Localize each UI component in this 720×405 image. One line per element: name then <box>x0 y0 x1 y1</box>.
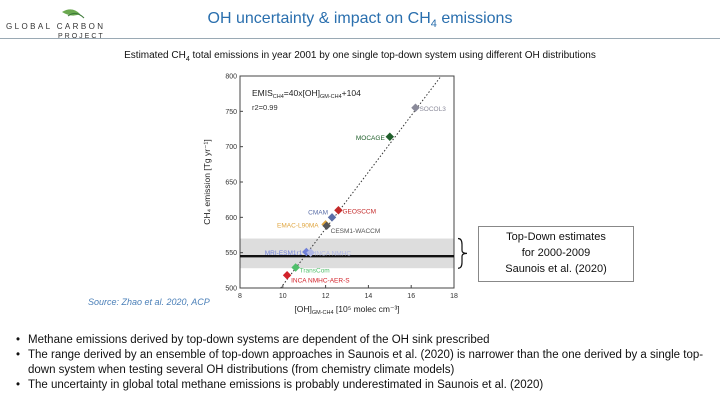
x-tick-label: 10 <box>279 293 287 300</box>
curly-brace <box>457 237 468 269</box>
point-label: INCA NMHC <box>315 251 352 258</box>
fit-r2: r2=0.99 <box>252 103 278 112</box>
point-label: EMAC-L90MA <box>277 222 319 229</box>
bullet-icon: • <box>16 334 21 346</box>
bullet-item: • The range derived by an ensemble of top… <box>16 349 704 376</box>
bullet-icon: • <box>16 379 21 391</box>
data-point <box>291 263 300 272</box>
fit-equation: EMISCH4=40x[OH]GM-CH4+104 <box>252 88 361 100</box>
y-axis-label: CH₄ emission [Tg yr⁻¹] <box>202 139 212 224</box>
logo-line1: GLOBAL CARBON <box>6 22 106 31</box>
point-label: INCA NMHC-AER-S <box>291 277 350 284</box>
x-tick-label: 14 <box>365 293 373 300</box>
bullet-item: • The uncertainty in global total methane… <box>16 379 544 391</box>
y-tick-label: 650 <box>225 180 237 187</box>
point-label: CESM1-WACCM <box>331 228 381 235</box>
x-tick-label: 12 <box>322 293 330 300</box>
chart-subtitle: Estimated CH4 total emissions in year 20… <box>124 50 596 63</box>
source-citation: Source: Zhao et al. 2020, ACP <box>88 297 210 307</box>
logo-leaf-icon <box>62 9 85 19</box>
y-tick-label: 550 <box>225 250 237 257</box>
top-down-estimates-callout: Top-Down estimates for 2000-2009 Saunois… <box>478 226 634 282</box>
x-tick-label: 16 <box>407 293 415 300</box>
data-point <box>411 103 420 113</box>
x-tick-label: 18 <box>450 293 458 300</box>
logo-line2: PROJECT <box>58 33 105 40</box>
estimate-range-band <box>240 238 454 269</box>
page-title: OH uncertainty & impact on CH4 emissions <box>207 10 513 31</box>
point-label: SOCOL3 <box>419 106 446 113</box>
point-label: MRI-ESM1r1 <box>265 250 303 257</box>
global-carbon-project-logo: GLOBAL CARBON PROJECT <box>6 8 134 42</box>
y-tick-label: 500 <box>225 286 237 293</box>
data-point <box>334 206 343 215</box>
regression-line <box>280 75 442 289</box>
bullet-item: • Methane emissions derived by top-down s… <box>16 334 490 346</box>
point-label: CMAM <box>308 209 328 216</box>
point-label: GEOSCCM <box>342 208 376 215</box>
data-point <box>327 213 337 222</box>
x-axis-label: [OH]GM-CH4 [10⁵ molec cm⁻³] <box>294 304 399 316</box>
y-tick-label: 800 <box>225 74 237 81</box>
scatter-chart: 8 10 12 14 16 18 500 550 600 650 700 750 800 EMISCH4=… <box>202 74 468 316</box>
callout-line3: Saunois et al. (2020) <box>505 263 607 275</box>
y-tick-label: 750 <box>225 109 237 116</box>
header-divider <box>0 38 720 39</box>
x-tick-label: 8 <box>238 293 242 300</box>
bullet-icon: • <box>16 349 21 361</box>
point-label: MOCAGE <box>356 135 386 142</box>
y-tick-label: 700 <box>225 144 237 151</box>
callout-line2: for 2000-2009 <box>521 247 591 259</box>
data-point <box>322 221 331 231</box>
callout-line1: Top-Down estimates <box>506 231 606 243</box>
data-point <box>282 271 292 280</box>
y-tick-label: 600 <box>225 215 237 222</box>
data-point <box>385 132 395 142</box>
bullet-list: • Methane emissions derived by top-down s… <box>16 333 716 393</box>
point-label: TransCom <box>300 268 330 275</box>
